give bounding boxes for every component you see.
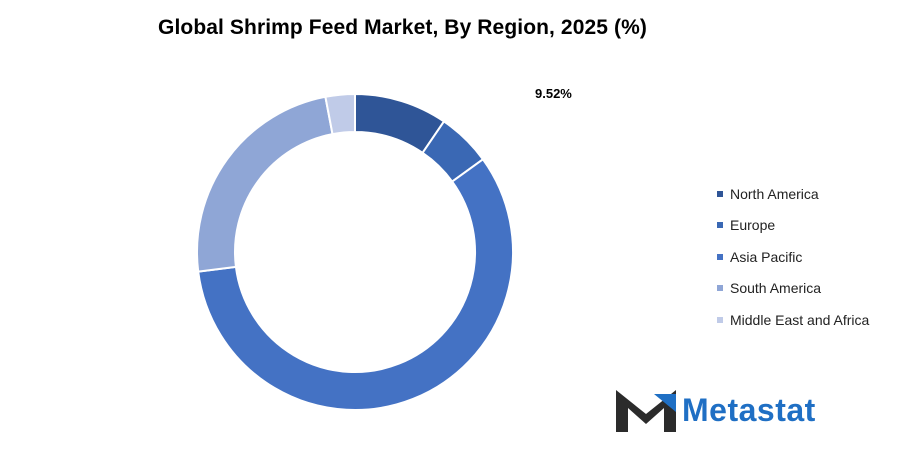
legend-item-middle-east-and-africa: Middle East and Africa xyxy=(717,304,869,336)
legend-swatch xyxy=(717,316,723,323)
legend: North America Europe Asia Pacific South … xyxy=(717,178,869,336)
legend-label: Middle East and Africa xyxy=(730,311,870,328)
legend-label: South America xyxy=(730,280,822,297)
chart-title: Global Shrimp Feed Market, By Region, 20… xyxy=(158,16,647,39)
legend-swatch xyxy=(717,222,723,229)
legend-swatch xyxy=(717,190,723,197)
legend-item-north-america: North America xyxy=(717,178,869,210)
legend-label: Asia Pacific xyxy=(730,248,803,265)
data-label-north-america: 9.52% xyxy=(535,86,572,101)
slice-asia-pacific xyxy=(197,157,514,411)
legend-item-europe: Europe xyxy=(717,210,869,242)
legend-label: Europe xyxy=(730,217,776,234)
metastat-logo: Metastat xyxy=(614,386,816,434)
brand-name: Metastat xyxy=(682,391,816,428)
legend-swatch xyxy=(717,253,723,260)
slice-south-america xyxy=(196,95,334,273)
slice-middle-east-and-africa xyxy=(324,92,356,136)
legend-label: North America xyxy=(730,185,819,202)
legend-swatch xyxy=(717,285,723,292)
legend-item-south-america: South America xyxy=(717,273,869,305)
legend-item-asia-pacific: Asia Pacific xyxy=(717,241,869,273)
donut-slices xyxy=(196,92,514,411)
metastat-m-icon xyxy=(616,390,676,432)
